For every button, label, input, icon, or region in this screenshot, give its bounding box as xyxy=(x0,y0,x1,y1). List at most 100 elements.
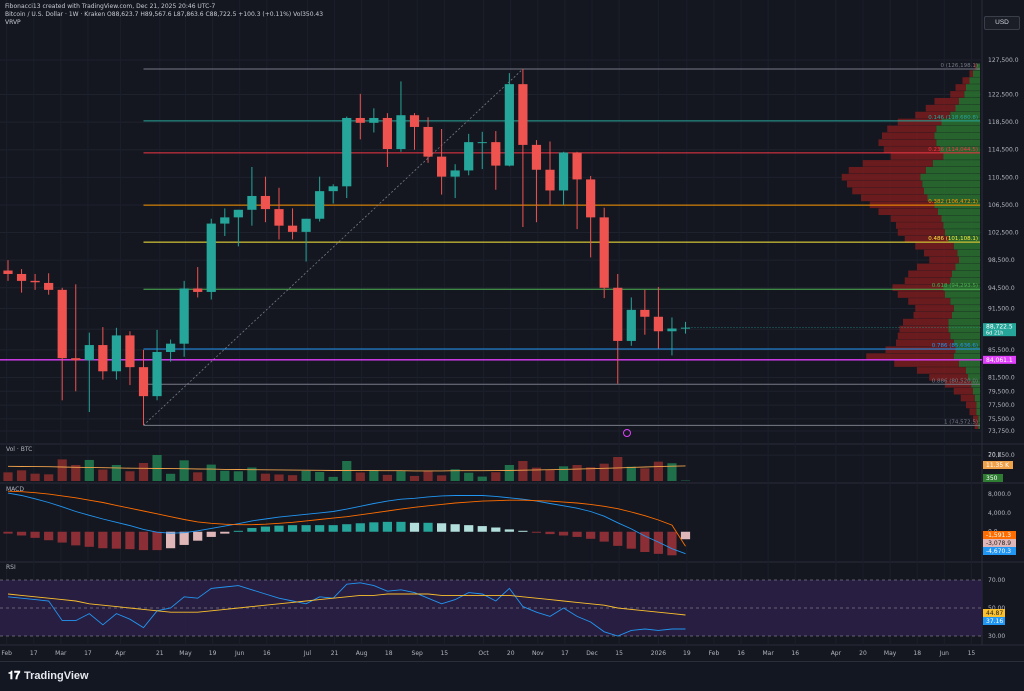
candle-body xyxy=(667,329,676,332)
fib-level-label: 0.786 (85,636.6) xyxy=(932,343,978,349)
volume-profile-up-bar xyxy=(921,174,981,181)
price-tick-label: 98,500.0 xyxy=(988,257,1015,264)
time-axis-label: Apr xyxy=(831,650,842,657)
tradingview-logo-icon: 𝟏𝟕 xyxy=(8,670,24,683)
volume-bar xyxy=(17,470,26,481)
candle-body xyxy=(112,335,121,371)
price-tick-label: 79,500.0 xyxy=(988,388,1015,395)
time-axis-label: Oct xyxy=(478,650,489,657)
time-axis-label: Jun xyxy=(939,650,950,657)
volume-profile-down-bar xyxy=(879,139,937,146)
volume-bar xyxy=(600,464,609,481)
volume-profile-down-bar xyxy=(961,395,975,402)
volume-bar xyxy=(180,460,189,481)
time-axis-label: 19 xyxy=(683,650,691,657)
volume-profile-down-bar xyxy=(842,174,921,181)
macd-histogram-bar xyxy=(85,532,94,547)
macd-histogram-bar xyxy=(234,531,243,532)
time-axis-label: 17 xyxy=(561,650,569,657)
price-tick-label: 114,500.0 xyxy=(988,147,1019,154)
volume-profile-up-bar xyxy=(954,243,980,250)
fib-level-label: 0.146 (118,680.8) xyxy=(928,115,978,121)
symbol-legend[interactable]: Bitcoin / U.S. Dollar · 1W · Kraken O88,… xyxy=(5,11,323,18)
candle-body xyxy=(329,186,338,191)
rsi-tick-label: 30.00 xyxy=(988,633,1005,640)
macd-histogram-bar xyxy=(125,532,134,549)
macd-histogram-bar xyxy=(180,532,189,545)
candle-body xyxy=(71,358,80,360)
time-axis-label: Jul xyxy=(303,650,312,657)
candle-body xyxy=(261,196,270,209)
rsi-value-label: 44.87 xyxy=(986,610,1003,617)
volume-profile-up-bar xyxy=(977,409,981,416)
macd-tick-label: 4,000.0 xyxy=(988,510,1011,517)
macd-histogram-bar xyxy=(491,528,500,532)
macd-histogram-bar xyxy=(518,531,527,532)
currency-button[interactable]: USD xyxy=(984,16,1020,30)
time-axis-label: 20 xyxy=(859,650,867,657)
price-tick-label: 91,500.0 xyxy=(988,305,1015,312)
macd-histogram-bar xyxy=(613,532,622,546)
candle-body xyxy=(356,118,365,123)
volume-last-label: 350 xyxy=(986,475,998,482)
candle-body xyxy=(451,170,460,176)
candle-body xyxy=(3,271,12,274)
candle-body xyxy=(573,152,582,179)
time-axis-label: 18 xyxy=(913,650,921,657)
volume-bar xyxy=(3,472,12,481)
macd-histogram-bar xyxy=(545,532,554,534)
volume-profile-up-bar xyxy=(954,353,980,360)
time-axis-label: Dec xyxy=(586,650,598,657)
volume-profile-down-bar xyxy=(894,360,959,367)
macd-histogram-bar xyxy=(654,532,663,554)
time-axis-label: Sep xyxy=(412,650,424,657)
volume-bar xyxy=(586,467,595,481)
time-axis-label: 15 xyxy=(615,650,623,657)
candle-body xyxy=(98,345,107,371)
macd-histogram-bar xyxy=(247,528,256,532)
macd-value-label: -4,670.3 xyxy=(986,548,1011,555)
volume-bar xyxy=(410,476,419,481)
macd-histogram-bar xyxy=(302,525,311,532)
volume-profile-up-bar xyxy=(924,188,980,195)
volume-profile-up-bar xyxy=(956,105,981,112)
rsi-value-label: 37.16 xyxy=(986,618,1003,625)
time-axis-label: 18 xyxy=(385,650,393,657)
chart-canvas[interactable]: 0 (126,198.1)0.146 (118,680.8)0.236 (114… xyxy=(0,0,1024,661)
macd-histogram-bar xyxy=(288,525,297,532)
candle-body xyxy=(152,352,161,396)
volume-profile-down-bar xyxy=(915,243,954,250)
time-axis-label: Mar xyxy=(55,650,67,657)
macd-histogram-bar xyxy=(17,532,26,536)
macd-histogram-bar xyxy=(58,532,67,543)
macd-histogram-bar xyxy=(98,532,107,548)
price-tick-label: 122,500.0 xyxy=(988,92,1019,99)
volume-bar xyxy=(342,461,351,481)
candle-body xyxy=(505,84,514,165)
macd-tick-label: 8,000.0 xyxy=(988,491,1011,498)
volume-profile-down-bar xyxy=(866,353,954,360)
volume-bar xyxy=(261,474,270,481)
volume-profile-up-bar xyxy=(975,395,980,402)
volume-profile-up-bar xyxy=(950,298,980,305)
volume-profile-up-bar xyxy=(943,222,980,229)
macd-histogram-bar xyxy=(139,532,148,550)
macd-histogram-bar xyxy=(31,532,40,538)
vrvp-legend[interactable]: VRVP xyxy=(5,19,21,26)
macd-histogram-bar xyxy=(532,532,541,533)
price-tick-label: 73,750.0 xyxy=(988,428,1015,435)
candle-body xyxy=(180,288,189,343)
volume-profile-down-bar xyxy=(896,222,943,229)
volume-bar xyxy=(193,472,202,481)
macd-histogram-bar xyxy=(410,523,419,532)
volume-profile-down-bar xyxy=(914,312,953,319)
volume-profile-up-bar xyxy=(966,84,980,91)
candle-body xyxy=(31,281,40,282)
volume-bar xyxy=(545,470,554,481)
rsi-tick-label: 70.00 xyxy=(988,577,1005,584)
tradingview-logo-text: TradingView xyxy=(24,670,89,682)
volume-bar xyxy=(559,466,568,481)
time-axis-label: 16 xyxy=(263,650,271,657)
volume-bar xyxy=(640,468,649,481)
